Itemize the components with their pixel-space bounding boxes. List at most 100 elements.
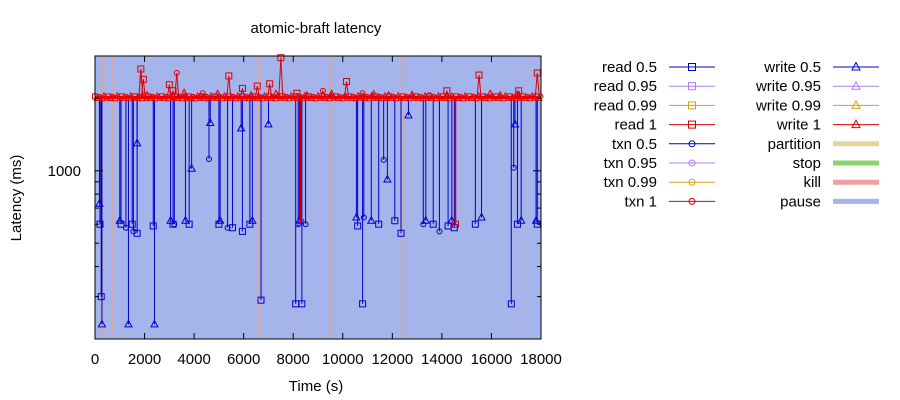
legend-label: read 0.5	[602, 59, 657, 76]
legend-label: write 0.95	[755, 78, 821, 95]
data-point	[205, 155, 212, 162]
data-point	[173, 69, 180, 76]
data-point	[253, 82, 261, 90]
data-point	[149, 222, 157, 230]
y-tick-label: 1000	[48, 163, 81, 180]
chart-title: atomic-braft latency	[251, 20, 382, 37]
data-point	[181, 215, 190, 224]
x-tick-label: 6000	[227, 351, 260, 368]
legend-label: write 0.99	[755, 97, 821, 114]
legend-marker	[688, 197, 696, 205]
legend-marker	[688, 63, 696, 71]
data-point	[142, 90, 152, 99]
data-point	[229, 224, 237, 232]
data-point	[179, 88, 189, 97]
peak-line	[138, 68, 142, 98]
peak-line	[166, 84, 170, 98]
x-tick-label: 12000	[371, 351, 413, 368]
legend-item: stop	[793, 155, 879, 172]
peak-line	[304, 95, 308, 98]
data-point	[443, 87, 451, 95]
data-point	[452, 220, 460, 228]
legend-marker	[851, 80, 861, 90]
legend-label: read 0.95	[594, 78, 657, 95]
legend-marker	[851, 99, 861, 109]
data-point	[531, 215, 541, 224]
data-point	[264, 119, 273, 128]
data-point	[246, 90, 256, 99]
baseline-point	[534, 93, 543, 101]
data-point	[391, 217, 399, 225]
legend-item: read 0.5	[602, 59, 715, 76]
legend-label: txn 0.5	[612, 136, 657, 153]
data-point	[516, 215, 526, 224]
data-point	[297, 218, 305, 226]
data-point	[166, 215, 175, 224]
data-point	[122, 224, 129, 231]
data-point	[236, 123, 246, 132]
data-point	[266, 80, 274, 88]
legend-marker	[851, 119, 861, 129]
peak-line	[176, 72, 180, 98]
data-point	[495, 90, 505, 99]
legend-label: read 1	[614, 117, 657, 134]
x-tick-label: 8000	[277, 351, 310, 368]
data-point	[133, 229, 141, 237]
legend-label: stop	[793, 155, 821, 172]
data-point	[238, 227, 246, 235]
data-point	[471, 220, 479, 228]
data-point	[384, 90, 393, 99]
peak-line	[146, 95, 150, 98]
data-point	[436, 228, 443, 235]
peak-line	[140, 68, 144, 98]
peak-line	[248, 95, 252, 98]
peak-line	[306, 95, 310, 98]
legend-item: write 1	[776, 117, 879, 134]
data-point	[383, 174, 392, 183]
x-axis-ticks: 0 2000 4000 6000 8000 10000 12000 14000 16000 180…	[91, 56, 562, 368]
data-point	[117, 220, 125, 228]
legend-item: read 0.99	[594, 97, 715, 114]
peak-line	[499, 95, 503, 98]
x-tick-label: 18000	[520, 351, 562, 368]
plot-frame	[94, 55, 542, 340]
legend-marker	[851, 61, 861, 71]
series-layer	[92, 54, 544, 328]
legend-marker	[688, 101, 696, 110]
data-point	[397, 229, 405, 237]
data-point	[150, 319, 159, 328]
data-point	[97, 319, 107, 328]
series-read-05	[96, 96, 541, 308]
x-tick-label: 16000	[471, 351, 513, 368]
legend-item: write 0.5	[763, 59, 879, 76]
data-point	[137, 65, 145, 73]
peak-line	[250, 95, 254, 98]
max-latency-band	[92, 91, 544, 102]
legend-label: partition	[768, 136, 821, 153]
peak-line	[320, 90, 324, 98]
data-point	[257, 296, 265, 304]
legend-item: read 0.95	[594, 78, 715, 95]
legend-marker	[688, 178, 696, 186]
data-point	[169, 220, 177, 228]
series-txn-1	[173, 69, 433, 99]
data-point	[319, 87, 326, 94]
peak-line	[144, 95, 148, 98]
legend-item: txn 1	[624, 193, 715, 210]
data-point	[277, 54, 285, 62]
data-point	[130, 228, 137, 235]
peak-line	[174, 72, 178, 98]
data-point	[271, 89, 281, 98]
data-point	[447, 215, 457, 224]
peak-line	[322, 90, 326, 98]
y-axis-ticks: 1000	[48, 55, 541, 298]
data-point	[342, 78, 350, 86]
peak-line	[280, 57, 284, 98]
peak-line	[269, 83, 273, 98]
data-point	[359, 90, 366, 97]
peak-line	[388, 95, 391, 98]
x-tick-label: 10000	[322, 351, 364, 368]
x-tick-label: 4000	[177, 351, 210, 368]
data-point	[327, 89, 336, 98]
legend-item: write 0.95	[755, 78, 879, 95]
